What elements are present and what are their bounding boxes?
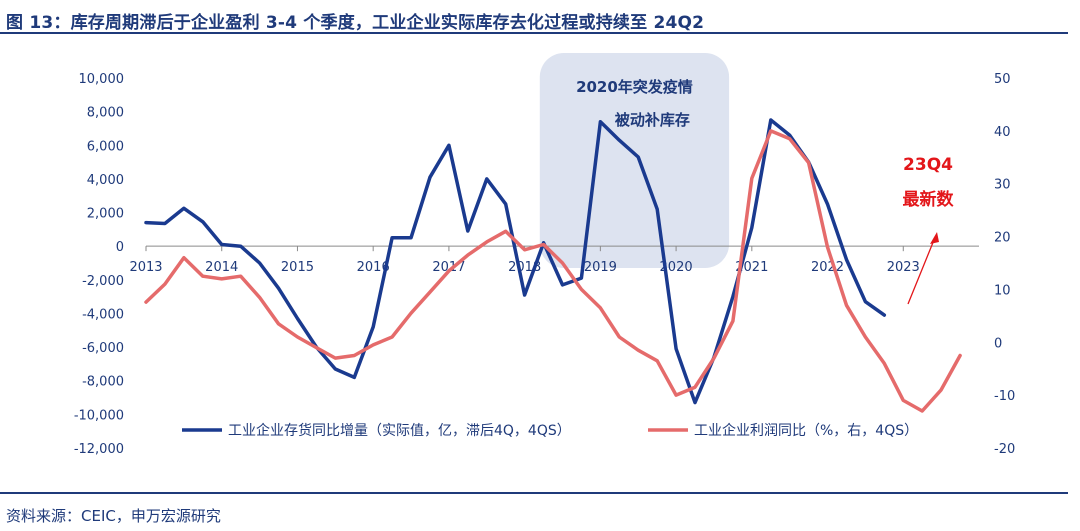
y-left-tick-label: -12,000 (74, 442, 124, 457)
y-left-tick-label: -6,000 (82, 341, 124, 356)
x-tick-label: 2014 (205, 260, 238, 275)
legend-layer: 工业企业存货同比增量（实际值，亿，滞后4Q，4QS） 工业企业利润同比（%，右，4… (182, 422, 918, 439)
y-right-tick-label: -10 (994, 389, 1015, 404)
chart-title: 图 13：库存周期滞后于企业盈利 3-4 个季度，工业企业实际库存去化过程或持续… (6, 13, 705, 33)
x-tick-label: 2022 (811, 260, 844, 275)
y-left-tick-label: 8,000 (87, 106, 124, 121)
x-tick-label: 2019 (584, 260, 617, 275)
series-line-inventory (144, 118, 887, 405)
y-right-tick-label: 30 (994, 178, 1011, 193)
y-right-tick-label: 40 (994, 125, 1011, 140)
legend-label-profit: 工业企业利润同比（%，右，4QS） (694, 422, 918, 439)
y-left-tick-label: 6,000 (87, 139, 124, 154)
x-tick-label: 2020 (660, 260, 693, 275)
x-tick-label: 2015 (281, 260, 314, 275)
y-right-tick-label: 20 (994, 231, 1011, 246)
x-tick-label: 2023 (887, 260, 920, 275)
footer-rule (0, 492, 1068, 494)
y-left-tick-label: -4,000 (82, 307, 124, 322)
y-left-tick-label: -8,000 (82, 375, 124, 390)
title-rule (0, 32, 1068, 34)
y-right-tick-label: 50 (994, 72, 1011, 87)
legend-label-inventory: 工业企业存货同比增量（实际值，亿，滞后4Q，4QS） (228, 422, 571, 439)
y-right-tick-label: -20 (994, 442, 1015, 457)
y-left-tick-label: 2,000 (87, 207, 124, 222)
axis-layer: 10,000 8,000 6,000 4,000 2,000 0 -2,000 -4,000 -… (74, 72, 1015, 457)
annotation-covid-text: 被动补库存 (615, 111, 690, 129)
x-tick-label: 2013 (129, 260, 162, 275)
annotation-arrow-line (907, 239, 935, 305)
annotation-latest-text: 最新数 (903, 189, 955, 210)
y-right-tick-label: 0 (994, 336, 1002, 351)
source-note: 资料来源：CEIC，申万宏源研究 (6, 507, 221, 525)
x-tick-label: 2016 (357, 260, 390, 275)
y-left-tick-label: 10,000 (79, 72, 125, 87)
y-right-tick-label: 10 (994, 283, 1011, 298)
y-left-tick-label: -2,000 (82, 274, 124, 289)
annotation-covid-text: 2020年突发疫情 (576, 78, 693, 96)
y-left-tick-label: -10,000 (74, 408, 124, 423)
y-left-tick-label: 0 (116, 240, 124, 255)
shaded-region (539, 53, 730, 268)
series-layer (144, 118, 962, 413)
series-line-profit (144, 129, 962, 413)
annotation-latest-text: 23Q4 (903, 155, 953, 175)
y-left-tick-label: 4,000 (87, 173, 124, 188)
annotation-arrow-head (930, 232, 939, 244)
shaded-region-layer (539, 53, 730, 268)
